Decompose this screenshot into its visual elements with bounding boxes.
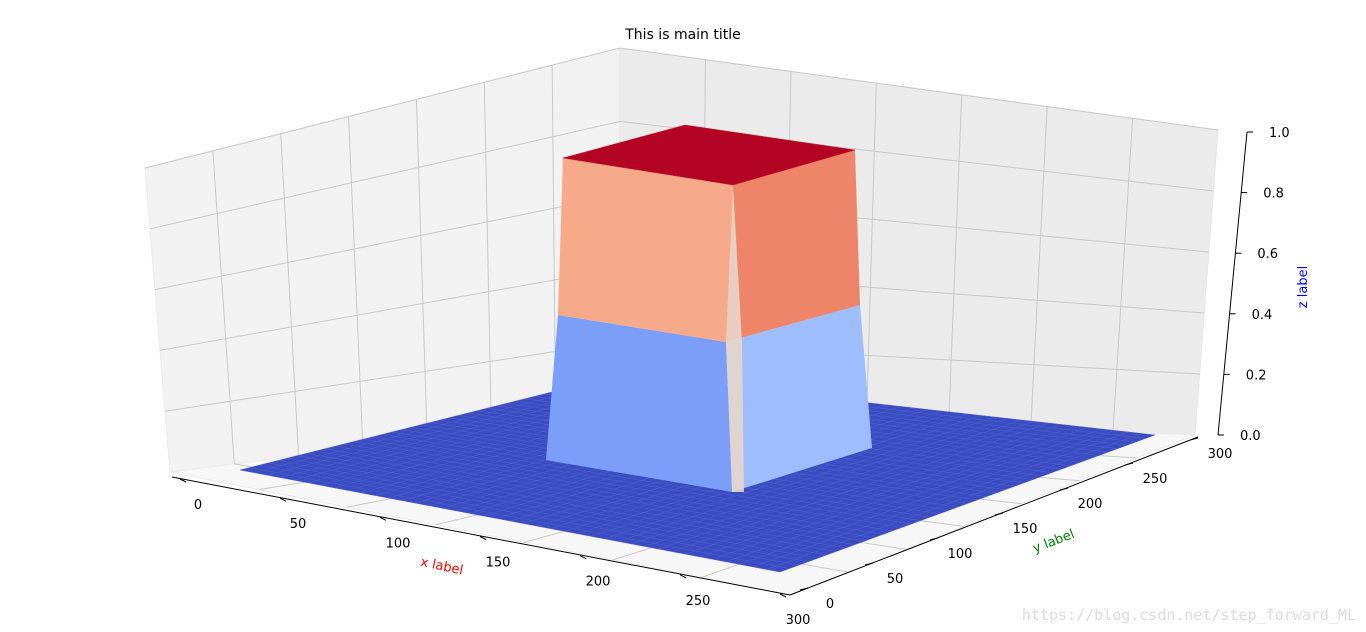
z-tick-label: 1.0 xyxy=(1269,126,1290,141)
grid-line xyxy=(348,116,364,448)
x-tick-mark xyxy=(479,536,487,540)
y-axis-label: y label xyxy=(1031,527,1077,557)
y-tick-label: 0 xyxy=(826,597,834,612)
grid-line xyxy=(1112,118,1134,433)
y-tick-label: 150 xyxy=(1013,522,1038,537)
y-tick-mark xyxy=(1124,462,1134,466)
z-tick-label: 0.8 xyxy=(1263,187,1284,202)
y-tick-label: 200 xyxy=(1078,497,1103,512)
mesh-line xyxy=(604,415,982,540)
z-tick-label: 0.4 xyxy=(1252,308,1273,323)
x-tick-mark xyxy=(679,574,687,579)
mesh-line xyxy=(617,416,995,542)
y-tick-label: 100 xyxy=(948,547,973,562)
mesh-line xyxy=(658,421,1035,550)
mesh-line xyxy=(712,427,1089,560)
grid-line xyxy=(483,82,492,432)
grid-line xyxy=(1030,106,1048,430)
x-tick-mark xyxy=(579,555,587,560)
plateau-right-face-upper xyxy=(726,150,860,342)
x-tick-label: 50 xyxy=(290,517,307,532)
grid-line xyxy=(154,194,621,291)
mesh-line xyxy=(644,419,1022,547)
plateau-left-face-upper xyxy=(558,158,733,342)
x-tick-label: 200 xyxy=(586,575,611,590)
z-tick-label: 0.6 xyxy=(1257,247,1278,262)
grid-line xyxy=(619,47,1219,131)
plateau-top xyxy=(562,124,856,186)
grid-line xyxy=(865,83,877,424)
z-tick-label: 0.0 xyxy=(1240,429,1261,444)
mesh-line xyxy=(725,428,1102,562)
mesh-line xyxy=(752,431,1129,568)
plateau-right-face-lower xyxy=(726,305,872,492)
x-tick-label: 150 xyxy=(486,556,511,571)
y-tick-mark xyxy=(864,562,874,566)
plateau-left-face-lower xyxy=(546,315,732,492)
grid-line xyxy=(149,120,621,230)
grid-line xyxy=(212,150,235,464)
plateau-seam xyxy=(726,185,744,492)
y-tick-mark xyxy=(1059,487,1069,491)
axis-ticks: 0 50 100 150 200 250 300 0 50 100 150 200 250 300 0.0 0… xyxy=(179,126,1290,628)
mesh-line xyxy=(766,433,1142,570)
watermark: https://blog.csdn.net/step_forward_ML xyxy=(1021,606,1356,624)
x-tick-mark xyxy=(379,516,387,521)
z-axis-label: z label xyxy=(1296,266,1311,308)
z-axis-line xyxy=(1217,131,1248,436)
grid-line xyxy=(164,341,621,412)
y-tick-label: 300 xyxy=(1208,447,1233,462)
y-tick-mark xyxy=(994,512,1004,516)
grid-line xyxy=(144,47,621,169)
x-tick-mark xyxy=(179,478,187,483)
x-tick-label: 100 xyxy=(386,536,411,551)
grid-line xyxy=(948,94,963,427)
mesh-line xyxy=(698,425,1075,557)
x-axis-line xyxy=(171,476,791,596)
grid-line xyxy=(415,99,428,440)
y-tick-label: 250 xyxy=(1143,472,1168,487)
y-tick-mark xyxy=(1189,437,1199,441)
x-tick-label: 250 xyxy=(686,594,711,609)
x-axis-label: x label xyxy=(419,555,464,579)
mesh-line xyxy=(631,418,1008,545)
mesh-line xyxy=(671,422,1049,552)
mesh-line xyxy=(685,424,1062,555)
y-tick-mark xyxy=(929,537,939,541)
chart-title: This is main title xyxy=(625,27,741,43)
z-tick-label: 0.2 xyxy=(1246,368,1267,383)
y-tick-mark xyxy=(799,587,809,591)
x-tick-mark xyxy=(279,497,287,502)
x-tick-label: 300 xyxy=(786,613,811,628)
x-tick-label: 0 xyxy=(194,498,202,513)
x-tick-mark xyxy=(779,593,787,598)
grid-line xyxy=(159,267,621,351)
y-tick-label: 50 xyxy=(887,572,904,587)
grid-line xyxy=(280,133,300,456)
mesh-line xyxy=(739,430,1115,565)
